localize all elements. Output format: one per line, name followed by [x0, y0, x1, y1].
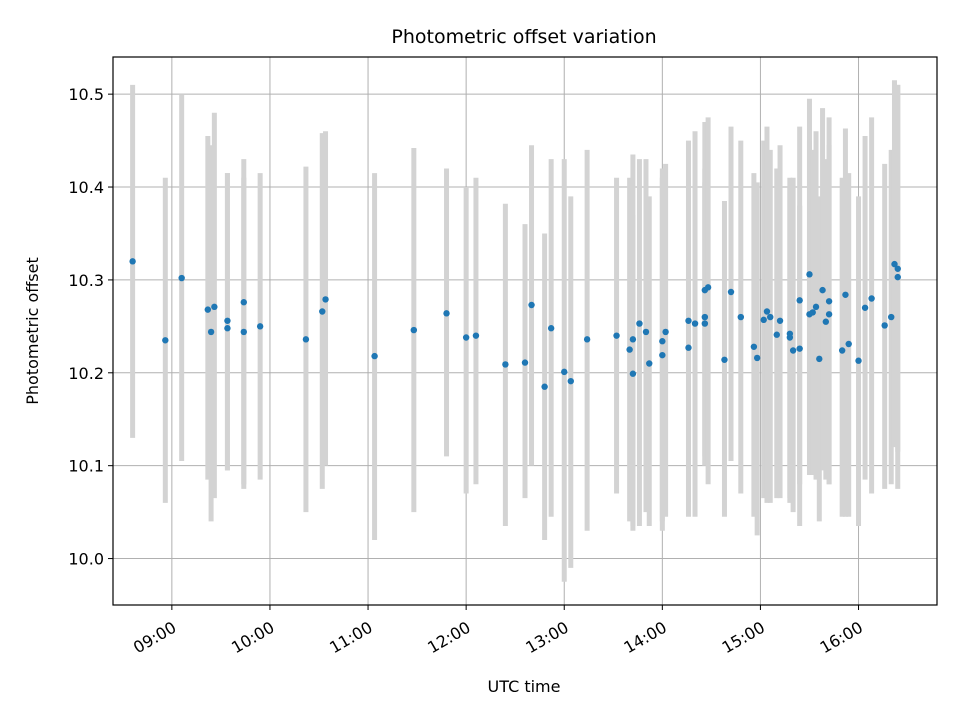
- data-point: [855, 357, 862, 364]
- data-point: [737, 313, 745, 321]
- data-point: [894, 273, 901, 281]
- data-point: [881, 322, 888, 329]
- data-point: [816, 355, 823, 363]
- chart-title: Photometric offset variation: [391, 26, 656, 48]
- x-tick-label: 11:00: [326, 618, 375, 658]
- data-point: [659, 338, 666, 345]
- data-point: [204, 306, 212, 313]
- x-tick-label: 16:00: [817, 618, 866, 658]
- data-point: [662, 328, 669, 336]
- y-tick-label: 10.3: [68, 271, 104, 290]
- data-point: [796, 345, 803, 352]
- data-point: [806, 271, 813, 278]
- y-axis-title: Photometric offset: [23, 257, 42, 405]
- data-point: [845, 340, 852, 348]
- data-point: [825, 311, 833, 318]
- data-point: [629, 336, 637, 343]
- data-point: [891, 260, 898, 268]
- data-point: [129, 258, 136, 265]
- data-point: [240, 328, 247, 336]
- data-point: [626, 346, 633, 353]
- data-point: [773, 331, 780, 338]
- data-point: [825, 298, 833, 305]
- data-point: [776, 317, 784, 324]
- error-bars: [130, 80, 901, 582]
- data-point: [767, 313, 774, 321]
- data-point: [462, 334, 470, 341]
- data-point: [256, 323, 264, 330]
- data-point: [636, 320, 643, 327]
- data-point: [789, 347, 797, 354]
- data-point: [629, 370, 637, 377]
- data-point: [760, 316, 767, 324]
- data-point: [322, 296, 329, 303]
- y-tick-label: 10.1: [68, 457, 104, 476]
- data-point: [842, 291, 849, 298]
- data-point: [809, 309, 816, 316]
- data-point: [443, 310, 450, 317]
- data-point: [812, 303, 820, 311]
- data-point: [786, 330, 794, 337]
- data-point: [410, 326, 418, 334]
- data-point: [583, 336, 591, 343]
- y-tick-label: 10.4: [68, 178, 104, 197]
- data-point: [894, 265, 901, 272]
- data-point: [162, 337, 169, 344]
- data-point: [561, 368, 568, 376]
- data-point: [727, 288, 735, 296]
- x-tick-label: 13:00: [522, 618, 571, 658]
- x-tick-label: 10:00: [228, 618, 277, 658]
- y-tick-label: 10.2: [68, 364, 104, 383]
- data-point: [701, 313, 709, 321]
- data-point: [613, 332, 620, 339]
- data-point: [319, 308, 326, 315]
- data-point: [721, 356, 728, 363]
- y-tick-label: 10.0: [68, 550, 104, 569]
- data-point: [567, 377, 574, 385]
- plot-frame: [112, 56, 938, 606]
- data-point: [868, 295, 875, 302]
- data-point: [240, 299, 247, 306]
- data-point: [178, 274, 185, 282]
- x-tick-label: 12:00: [424, 618, 473, 658]
- data-point: [224, 325, 231, 332]
- data-point: [753, 354, 761, 362]
- data-point: [861, 304, 869, 311]
- x-axis-ticks: 09:00 10:00 11:00 12:00 13:00 14:00 15:00 16:00: [130, 605, 866, 657]
- data-point: [701, 320, 709, 327]
- data-point: [224, 317, 231, 324]
- data-point: [888, 313, 895, 321]
- x-tick-label: 14:00: [621, 618, 670, 658]
- data-point: [521, 359, 529, 366]
- data-point: [528, 301, 535, 309]
- data-point: [547, 325, 555, 332]
- y-axis-ticks: 10.0 10.1 10.2 10.3 10.4 10.5: [68, 85, 113, 569]
- data-point: [659, 351, 666, 359]
- y-tick-label: 10.5: [68, 85, 104, 104]
- data-point: [763, 308, 771, 315]
- data-point: [838, 347, 846, 354]
- data-point: [541, 383, 548, 390]
- data-point: [646, 360, 653, 367]
- data-points: [129, 258, 901, 390]
- data-point: [207, 328, 215, 336]
- data-point: [685, 344, 692, 351]
- data-point: [704, 284, 712, 291]
- data-point: [211, 303, 218, 311]
- data-point: [502, 361, 509, 368]
- data-point: [691, 320, 699, 327]
- data-point: [642, 328, 650, 336]
- data-point: [796, 297, 803, 304]
- x-tick-label: 15:00: [719, 618, 768, 658]
- data-point: [750, 343, 758, 350]
- data-point: [302, 336, 310, 343]
- data-point: [819, 286, 826, 294]
- data-point: [685, 317, 692, 324]
- data-point: [371, 352, 378, 360]
- data-point: [822, 318, 830, 325]
- data-point: [472, 332, 480, 339]
- x-axis-title: UTC time: [488, 677, 561, 696]
- x-tick-label: 09:00: [130, 618, 179, 658]
